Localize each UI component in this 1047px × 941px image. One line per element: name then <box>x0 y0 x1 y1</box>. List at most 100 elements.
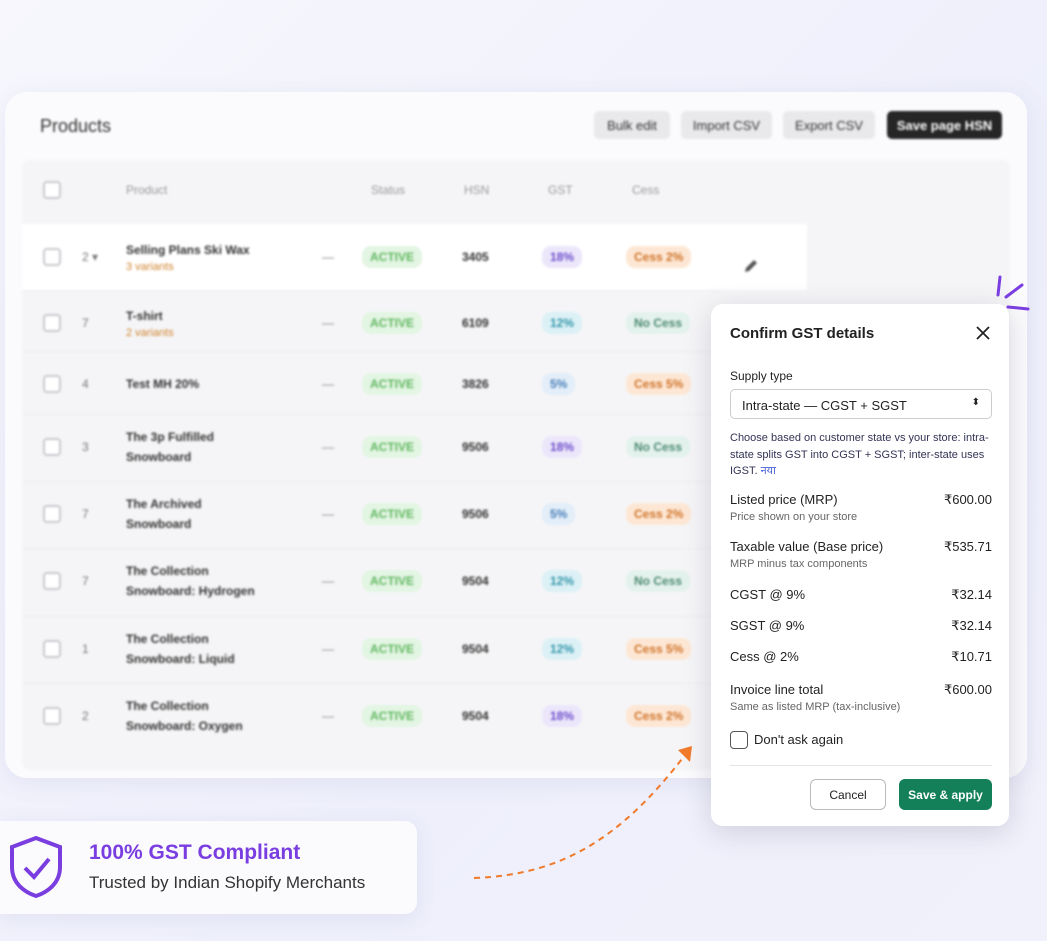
gst-badge: 18% <box>542 246 583 268</box>
gst-badge: 18% <box>542 436 583 458</box>
product-title: Selling Plans Ski Wax <box>126 243 250 257</box>
cess-badge: Cess 5% <box>626 373 692 395</box>
gst-badge: 12% <box>542 570 583 592</box>
column-header: HSN <box>464 183 490 197</box>
badge-subtitle: Trusted by Indian Shopify Merchants <box>89 873 366 892</box>
row-number: 4 <box>82 377 89 391</box>
hsn: 9504 <box>462 709 489 723</box>
status-badge: ACTIVE <box>362 705 423 727</box>
cess-badge: Cess 2% <box>626 246 692 268</box>
row-number: 1 <box>82 642 89 656</box>
row-divider <box>22 351 722 352</box>
row-number: 2 <box>82 709 89 723</box>
cess-badge: Cess 2% <box>626 503 692 525</box>
price-line: Invoice line total ₹600.00 Same as listed … <box>730 682 992 713</box>
status-badge: ACTIVE <box>362 436 423 458</box>
line-amount: ₹600.00 <box>943 682 992 697</box>
product-name: The Collection Snowboard: Liquid <box>126 629 256 669</box>
dialog-title: Confirm GST details <box>730 325 875 342</box>
supply-select[interactable]: Intra-state — CGST + SGST ⬍ <box>730 389 992 419</box>
product-title: Test MH 20% <box>126 377 200 391</box>
status-badge: ACTIVE <box>362 373 423 395</box>
product-name: The Archived Snowboard <box>126 494 256 534</box>
dont-ask-label: Don't ask again <box>754 732 844 747</box>
supply-help: Choose based on customer state vs your s… <box>730 430 992 480</box>
status-badge: ACTIVE <box>362 312 423 334</box>
help-link[interactable]: नया <box>760 465 776 477</box>
row-checkbox <box>43 375 61 393</box>
line-label: Invoice line total <box>730 682 824 697</box>
cess-badge: No Cess <box>626 570 691 592</box>
import-button[interactable]: Import CSV <box>681 111 772 139</box>
product-title: The Collection Snowboard: Oxygen <box>126 699 243 733</box>
spark <box>996 275 1030 311</box>
hsn: 3826 <box>462 377 489 391</box>
gst-badge: 12% <box>542 312 583 334</box>
save-apply-button[interactable]: Save & apply <box>899 779 992 810</box>
product-name: The Collection Snowboard: Hydrogen <box>126 561 256 601</box>
line-amount: ₹32.14 <box>951 587 992 602</box>
bulk-edit-button[interactable]: Bulk edit <box>594 111 670 139</box>
variant-count: 3 variants <box>126 261 174 273</box>
gst-badge: 18% <box>542 705 583 727</box>
save-hsn-button[interactable]: Save page HSN <box>887 111 1002 139</box>
price-line: Listed price (MRP) ₹600.00 Price shown on … <box>730 492 992 523</box>
row-checkbox <box>43 248 61 266</box>
cess-badge: No Cess <box>626 312 691 334</box>
dont-ask-checkbox[interactable] <box>730 731 748 749</box>
row-number: 7 <box>82 316 89 330</box>
cess-badge: Cess 2% <box>626 705 692 727</box>
line-label: CGST @ 9% <box>730 587 806 602</box>
dash: — <box>322 709 334 723</box>
hsn: 9506 <box>462 440 489 454</box>
arrow <box>473 746 692 879</box>
line-label: Taxable value (Base price) <box>730 539 884 554</box>
dash: — <box>322 507 334 521</box>
line-note: MRP minus tax components <box>730 558 868 570</box>
line-amount: ₹600.00 <box>943 492 992 507</box>
status-badge: ACTIVE <box>362 570 423 592</box>
price-line: CGST @ 9% ₹32.14 <box>730 587 992 602</box>
row-divider <box>22 481 722 482</box>
row-checkbox <box>43 438 61 456</box>
column-header: Status <box>371 183 406 197</box>
hsn: 9504 <box>462 574 489 588</box>
export-button[interactable]: Export CSV <box>783 111 875 139</box>
line-label: Listed price (MRP) <box>730 492 838 507</box>
product-name: Selling Plans Ski Wax 3 variants <box>126 240 256 274</box>
row-divider <box>22 683 722 684</box>
product-name: Test MH 20% <box>126 374 256 394</box>
gst-badge: 5% <box>542 373 576 395</box>
row-number: 7 <box>82 574 89 588</box>
hsn: 6109 <box>462 316 489 330</box>
confirm-dialog: Confirm GST details Supply type Intra-st… <box>711 304 1009 826</box>
row-checkbox <box>43 572 61 590</box>
line-amount: ₹535.71 <box>943 539 992 554</box>
dash: — <box>322 574 334 588</box>
product-title: T-shirt <box>126 309 163 323</box>
row-checkbox <box>43 314 61 332</box>
help-text: Choose based on customer state vs your s… <box>730 432 989 477</box>
row-divider <box>22 548 722 549</box>
product-name: The 3p Fulfilled Snowboard <box>126 427 256 467</box>
line-label: SGST @ 9% <box>730 618 805 633</box>
edit-icon[interactable] <box>741 256 761 276</box>
status-badge: ACTIVE <box>362 246 423 268</box>
price-line: Taxable value (Base price) ₹535.71 MRP min… <box>730 539 992 570</box>
price-line: SGST @ 9% ₹32.14 <box>730 618 992 633</box>
badge-title: 100% GST Compliant <box>89 841 301 864</box>
select-all-checkbox <box>43 181 61 199</box>
hsn: 9504 <box>462 642 489 656</box>
row-number: 3 <box>82 440 89 454</box>
dash: — <box>322 316 334 330</box>
row-divider <box>22 290 722 291</box>
status-badge: ACTIVE <box>362 638 423 660</box>
close-button[interactable] <box>975 325 991 341</box>
cancel-button[interactable]: Cancel <box>810 779 886 810</box>
variant-count: 2 variants <box>126 327 174 339</box>
supply-value: Intra-state — CGST + SGST <box>742 398 907 413</box>
hsn: 9506 <box>462 507 489 521</box>
line-amount: ₹32.14 <box>951 618 992 633</box>
row-divider <box>22 616 722 617</box>
